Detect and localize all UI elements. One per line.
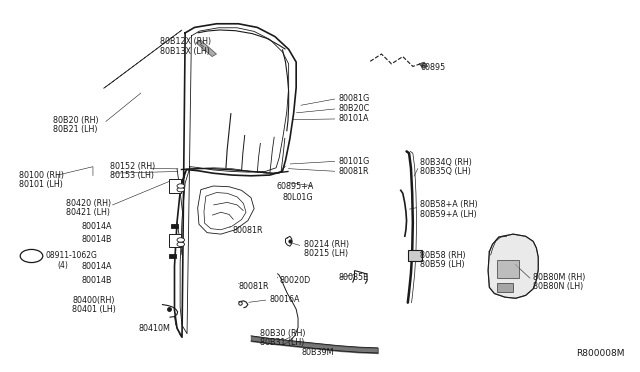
Text: 80B59 (LH): 80B59 (LH) [420, 260, 465, 269]
Text: 80014A: 80014A [82, 222, 112, 231]
Text: 80B58 (RH): 80B58 (RH) [420, 251, 466, 260]
Text: 80085E: 80085E [339, 273, 369, 282]
Bar [172, 224, 178, 228]
Text: 80153 (LH): 80153 (LH) [110, 171, 154, 180]
Text: N: N [28, 251, 35, 260]
Text: 80410M: 80410M [138, 324, 170, 333]
Text: 80400(RH): 80400(RH) [72, 296, 115, 305]
Text: 80081R: 80081R [339, 167, 369, 176]
Circle shape [177, 187, 184, 192]
Text: 80B13X (LH): 80B13X (LH) [160, 47, 210, 56]
Text: 80014B: 80014B [82, 276, 112, 285]
Polygon shape [104, 30, 182, 88]
Text: 80420 (RH): 80420 (RH) [66, 199, 111, 208]
Text: 80214 (RH): 80214 (RH) [305, 240, 349, 249]
Text: 80B35Q (LH): 80B35Q (LH) [420, 167, 471, 176]
FancyBboxPatch shape [170, 179, 180, 193]
Text: 80B12X (RH): 80B12X (RH) [160, 38, 211, 46]
Bar [497, 283, 513, 292]
Text: 80100 (RH): 80100 (RH) [19, 171, 64, 180]
Text: 60895: 60895 [420, 63, 445, 72]
FancyBboxPatch shape [408, 250, 422, 261]
Polygon shape [488, 234, 538, 298]
Text: 80081R: 80081R [239, 282, 269, 291]
Polygon shape [419, 62, 428, 68]
Text: 60895+A: 60895+A [276, 182, 314, 190]
Text: 80B34Q (RH): 80B34Q (RH) [420, 158, 472, 167]
Text: 80B30 (RH): 80B30 (RH) [260, 329, 306, 338]
Circle shape [20, 250, 43, 263]
Text: 80081G: 80081G [339, 94, 370, 103]
Text: R800008M: R800008M [576, 349, 624, 358]
Text: 80014A: 80014A [82, 262, 112, 272]
Text: 80401 (LH): 80401 (LH) [72, 305, 116, 314]
Text: 80B20 (RH): 80B20 (RH) [54, 116, 99, 125]
Text: (4): (4) [58, 261, 68, 270]
Text: 80B80N (LH): 80B80N (LH) [533, 282, 584, 292]
Text: 80B39M: 80B39M [301, 349, 333, 357]
Text: 80B31 (LH): 80B31 (LH) [260, 338, 305, 347]
Text: 80B80M (RH): 80B80M (RH) [533, 273, 586, 282]
Text: 80101G: 80101G [339, 157, 370, 166]
Text: 80B59+A (LH): 80B59+A (LH) [420, 209, 477, 219]
Text: 80421 (LH): 80421 (LH) [66, 208, 110, 217]
Text: 80020D: 80020D [279, 276, 310, 285]
Text: 08911-1062G: 08911-1062G [45, 251, 97, 260]
Circle shape [177, 242, 184, 247]
Circle shape [177, 238, 184, 242]
Text: 80152 (RH): 80152 (RH) [110, 162, 155, 171]
Text: 80101A: 80101A [339, 115, 369, 124]
Text: 80B20C: 80B20C [339, 104, 370, 113]
Circle shape [177, 184, 184, 188]
Polygon shape [196, 40, 216, 57]
FancyBboxPatch shape [170, 234, 180, 247]
Text: 80016A: 80016A [270, 295, 300, 304]
Text: 80081R: 80081R [232, 226, 262, 235]
Text: 80101 (LH): 80101 (LH) [19, 180, 63, 189]
Text: 80L01G: 80L01G [282, 193, 313, 202]
Text: 80B21 (LH): 80B21 (LH) [54, 125, 98, 134]
Text: 80B58+A (RH): 80B58+A (RH) [420, 201, 478, 209]
Text: 80014B: 80014B [82, 235, 112, 244]
Text: 80215 (LH): 80215 (LH) [305, 249, 348, 258]
Bar [170, 254, 176, 258]
Bar [497, 260, 519, 278]
